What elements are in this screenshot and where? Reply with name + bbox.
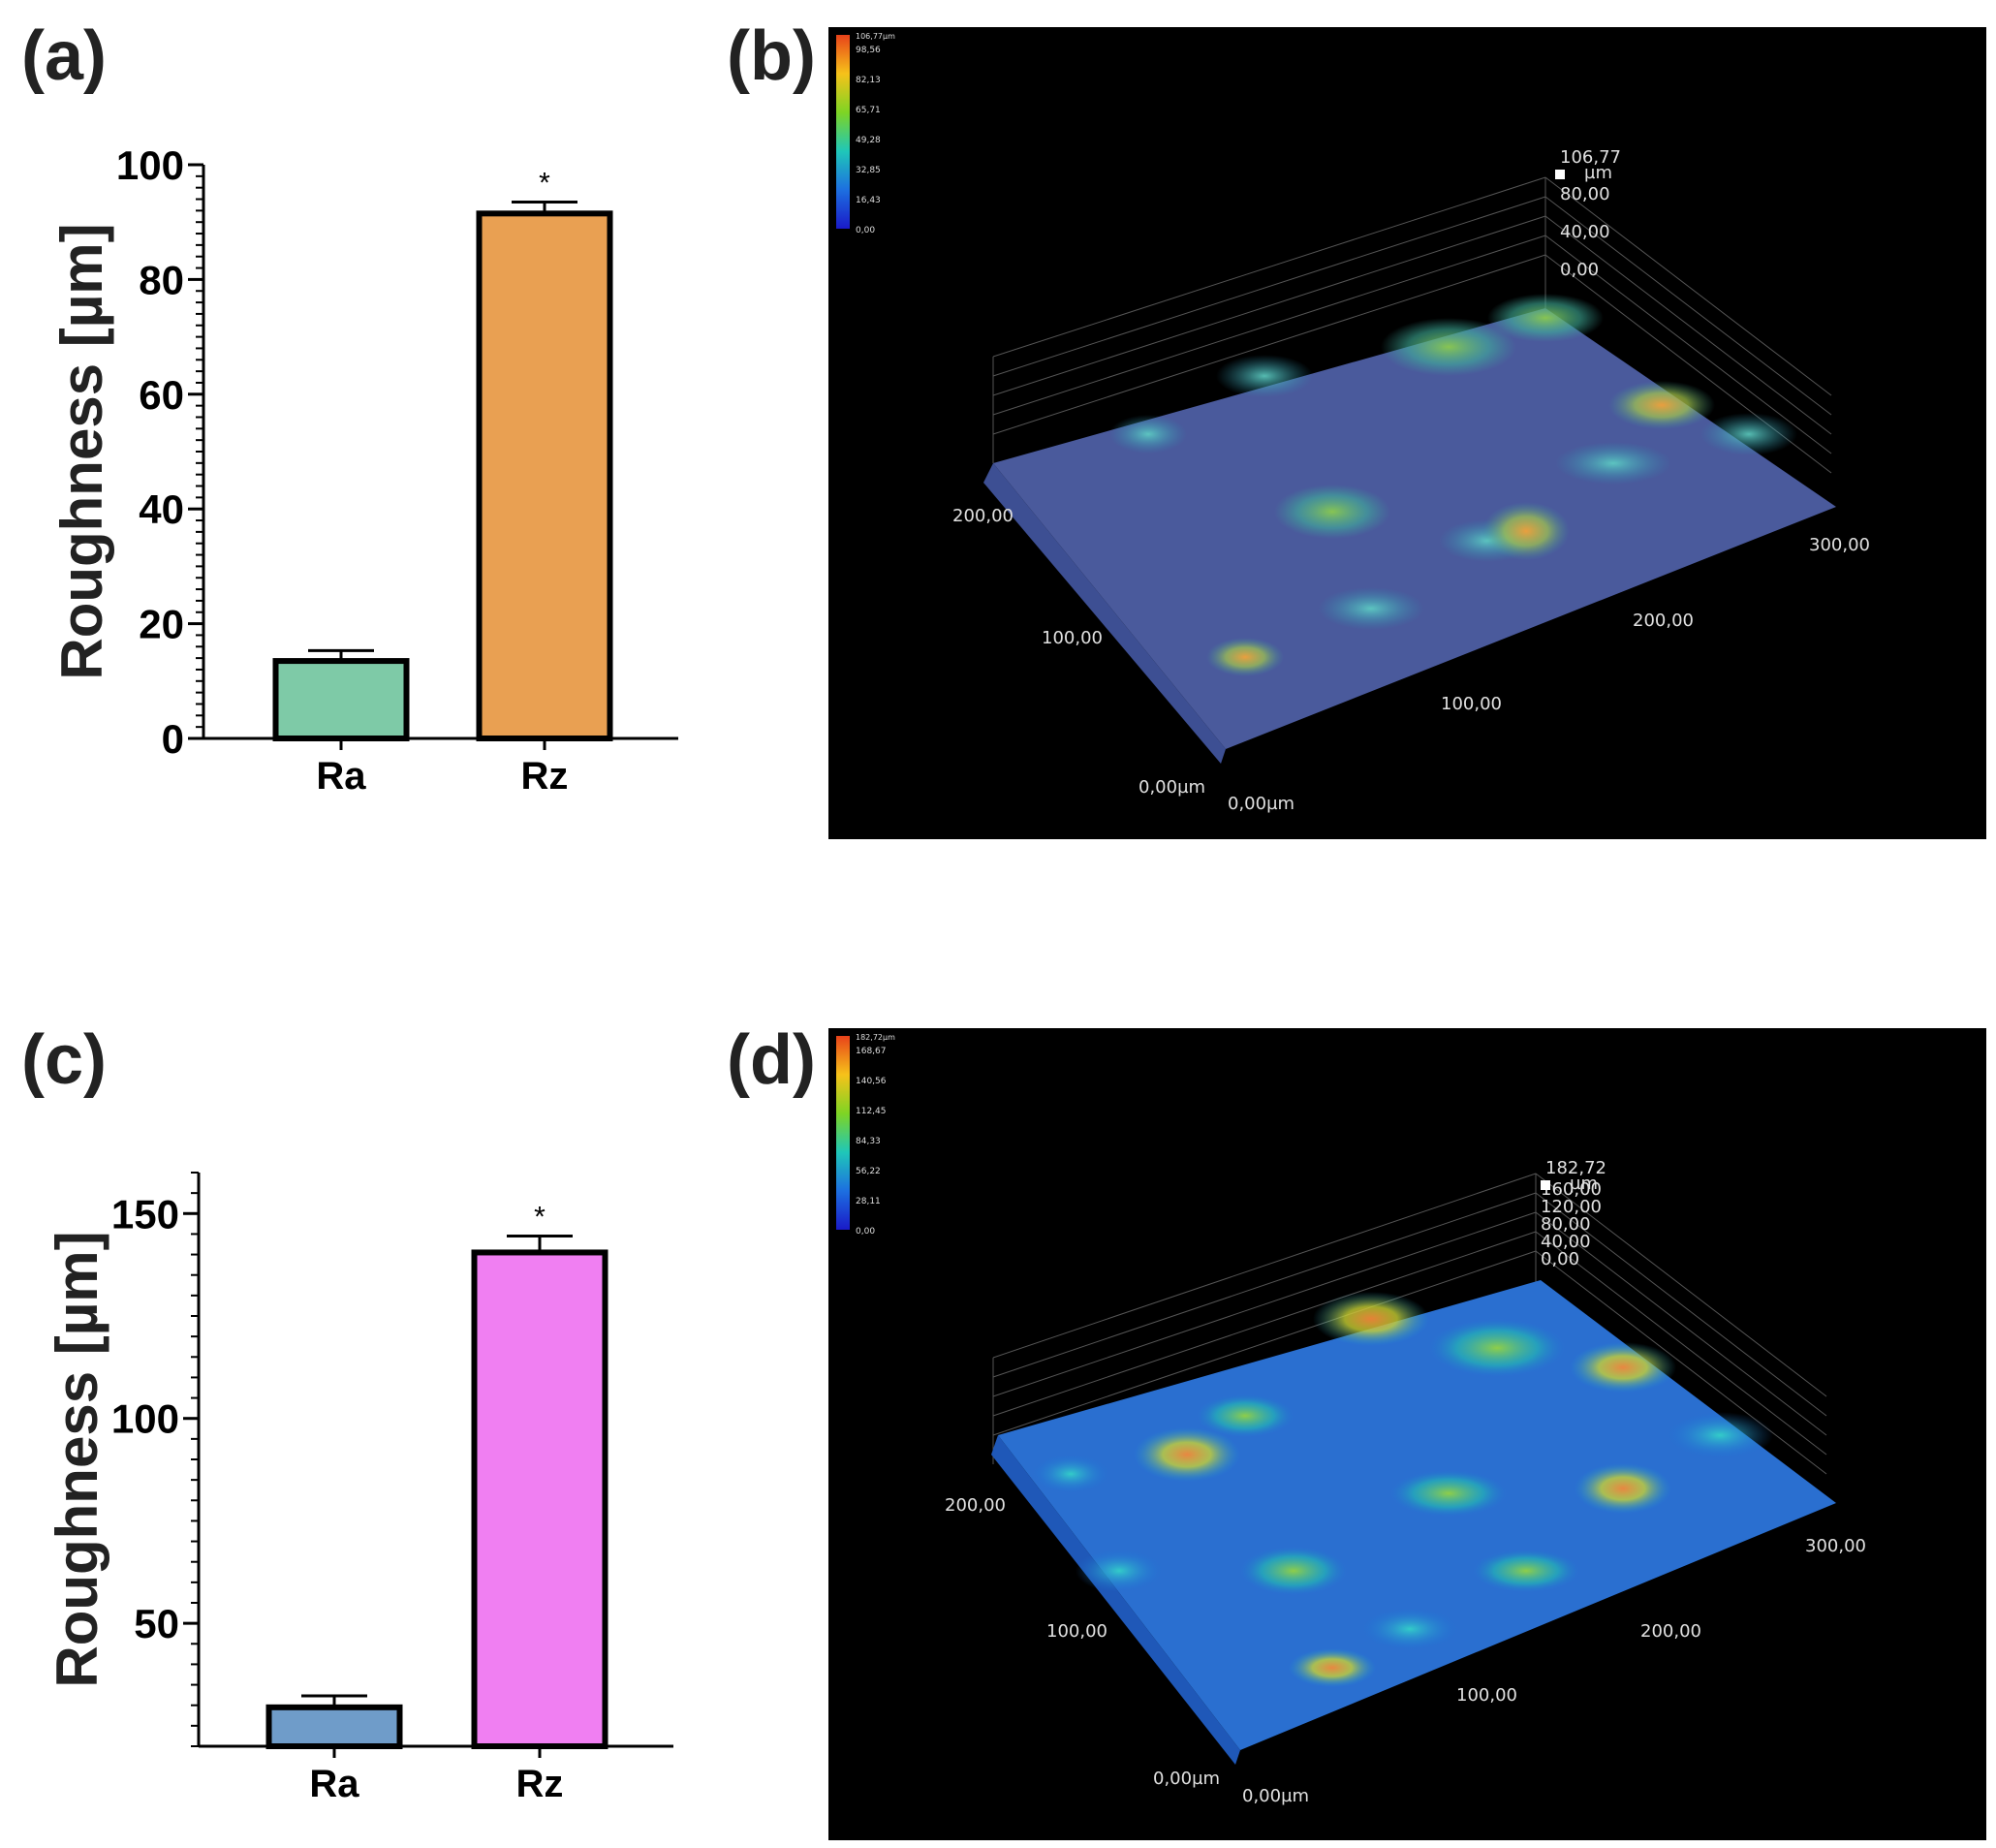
x-axis-label: 200,00 (1640, 1621, 1701, 1642)
z-axis-label: 80,00 (1560, 184, 1610, 204)
z-axis-label: 106,77 (1560, 147, 1621, 168)
colorbar-label: 84,33 (856, 1137, 881, 1146)
y-axis-label: 100,00 (1042, 628, 1103, 648)
colorbar (836, 35, 850, 229)
surface-plot-b: 106,77µm 98,56 82,13 65,71 49,28 32,85 1… (828, 27, 1986, 839)
y-tick-label: 80 (139, 257, 184, 302)
colorbar-label: 168,67 (856, 1047, 887, 1056)
colorbar-label: 0,00 (856, 226, 875, 235)
z-axis-label: 182,72 (1545, 1158, 1606, 1178)
origin-label: 0,00µm (1153, 1769, 1220, 1789)
category-label: Rz (521, 755, 569, 798)
colorbar (836, 1036, 850, 1230)
colorbar-label: 182,72µm (856, 1033, 895, 1042)
colorbar-label: 56,22 (856, 1167, 881, 1176)
y-axis-title: Roughness [µm] (45, 1231, 109, 1687)
z-axis-label: 120,00 (1541, 1197, 1602, 1217)
z-axis-label: µm (1570, 1174, 1598, 1194)
grid-walls (992, 176, 1832, 474)
z-axis-label: 80,00 (1541, 1214, 1591, 1235)
x-axis-label: 300,00 (1809, 535, 1870, 555)
y-tick-label: 0 (162, 716, 184, 762)
bar-ra (265, 1704, 403, 1749)
y-tick-label: 40 (139, 486, 184, 532)
bar-rz (471, 1249, 608, 1749)
x-axis-label: 100,00 (1456, 1685, 1517, 1706)
origin-label: 0,00µm (1242, 1786, 1309, 1806)
category-label: Ra (309, 1763, 359, 1805)
colorbar-label: 32,85 (856, 166, 881, 175)
bar-rz (476, 210, 613, 741)
category-label: Ra (316, 755, 366, 798)
z-axis-label: 0,00 (1560, 260, 1599, 280)
colorbar-label: 140,56 (856, 1077, 887, 1086)
significance-marker: * (539, 167, 550, 199)
surface-front-edge (983, 463, 1226, 764)
z-axis-label: µm (1584, 163, 1612, 183)
colorbar-label: 49,28 (856, 136, 881, 145)
x-axis-label: 200,00 (1633, 611, 1694, 631)
panel-label-c: (c) (21, 1021, 107, 1099)
y-axis-title: Roughness [µm] (49, 223, 114, 679)
grid-walls (992, 1173, 1827, 1475)
colorbar-label: 112,45 (856, 1107, 887, 1116)
colorbar-label: 65,71 (856, 106, 881, 115)
y-tick-label: 20 (139, 602, 184, 647)
origin-label: 0,00µm (1138, 777, 1205, 798)
y-axis-label: 200,00 (945, 1495, 1006, 1516)
colorbar-label: 106,77µm (856, 32, 895, 41)
surface-plot-d: 182,72µm 168,67 140,56 112,45 84,33 56,2… (828, 1028, 1986, 1840)
y-axis-label: 200,00 (952, 506, 1014, 526)
y-tick-label: 50 (134, 1601, 179, 1646)
surface-front-edge (991, 1435, 1240, 1765)
y-tick-label: 100 (116, 142, 184, 188)
colorbar-label: 82,13 (856, 76, 881, 85)
x-axis-label: 100,00 (1441, 694, 1502, 714)
origin-label: 0,00µm (1228, 794, 1294, 814)
surface-peaks (1032, 1292, 1773, 1687)
colorbar-label: 98,56 (856, 46, 881, 55)
panel-label-a: (a) (21, 17, 107, 95)
z-axis-label: 0,00 (1541, 1249, 1579, 1269)
z-axis-label: 160,00 (1541, 1179, 1602, 1200)
significance-marker: * (534, 1202, 546, 1234)
x-axis-label: 300,00 (1805, 1536, 1866, 1556)
colorbar-label: 16,43 (856, 196, 881, 205)
z-axis-label: 40,00 (1560, 222, 1610, 242)
colorbar-label: 28,11 (856, 1197, 881, 1206)
surface-base (993, 308, 1836, 749)
y-tick-label: 150 (111, 1191, 179, 1237)
colorbar-label: 0,00 (856, 1227, 875, 1237)
surface-base (998, 1280, 1836, 1750)
y-tick-label: 100 (111, 1396, 179, 1442)
panel-label-b: (b) (727, 17, 816, 95)
bar-ra (272, 658, 410, 742)
panel-label-d: (d) (727, 1021, 816, 1099)
category-label: Rz (516, 1763, 564, 1805)
y-tick-label: 60 (139, 372, 184, 418)
z-axis-label: 40,00 (1541, 1232, 1591, 1252)
y-axis-label: 100,00 (1046, 1621, 1107, 1642)
surface-peaks (1109, 294, 1797, 676)
